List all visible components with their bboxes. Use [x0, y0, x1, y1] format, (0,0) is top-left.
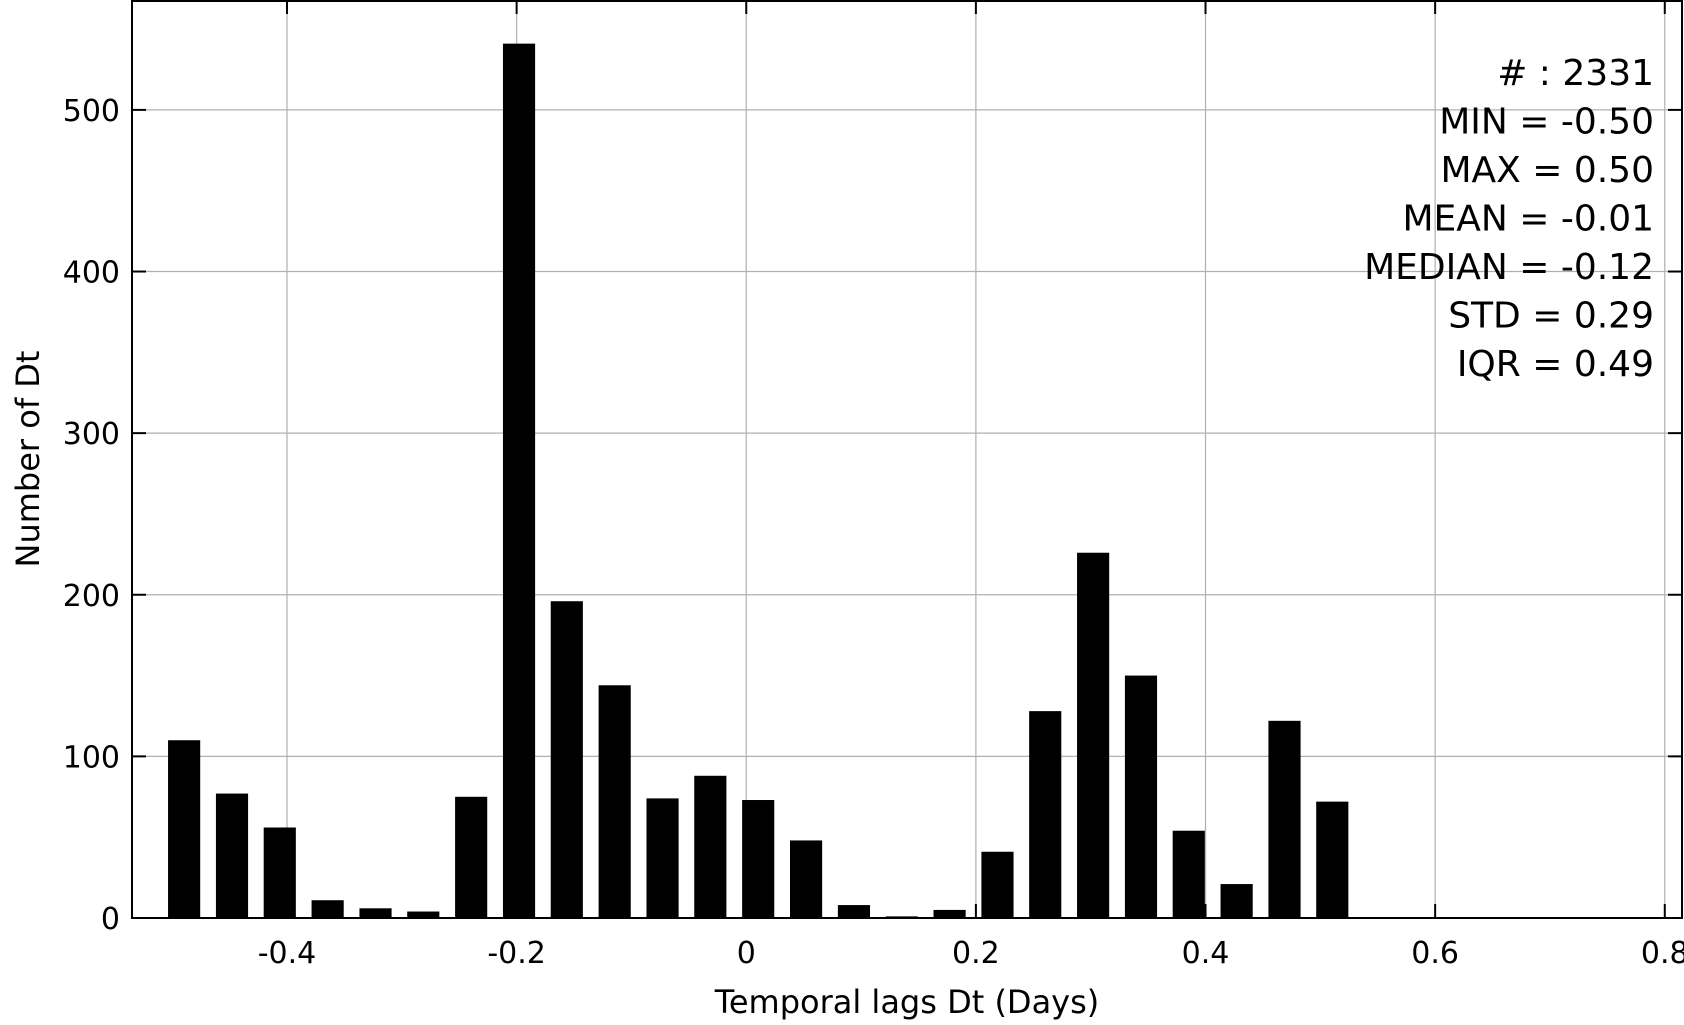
- y-tick-label: 400: [63, 256, 120, 291]
- histogram-bar: [550, 601, 583, 918]
- statistics-box: # : 2331 MIN = -0.50 MAX = 0.50 MEAN = -0.0…: [1364, 53, 1654, 385]
- histogram-bar: [215, 793, 249, 918]
- y-tick-label: 100: [63, 740, 120, 775]
- stats-line: MEAN = -0.01: [1402, 199, 1654, 240]
- x-tick-label: 0.8: [1641, 936, 1684, 971]
- histogram-bar: [502, 43, 536, 918]
- histogram-bar: [1172, 830, 1205, 918]
- histogram-bars: [168, 43, 1349, 918]
- histogram-bar: [407, 911, 440, 918]
- x-axis-label: Temporal lags Dt (Days): [714, 983, 1100, 1021]
- y-tick-label: 500: [63, 94, 120, 129]
- stats-line: # : 2331: [1497, 53, 1654, 94]
- histogram-bar: [1220, 884, 1253, 918]
- histogram-bar: [311, 900, 344, 918]
- histogram-bar: [933, 909, 966, 918]
- y-axis-label: Number of Dt: [9, 351, 47, 568]
- grid-lines: [132, 0, 1682, 919]
- stats-line: STD = 0.29: [1448, 296, 1654, 337]
- y-tick-label: 0: [101, 902, 120, 937]
- histogram-bar: [1268, 720, 1301, 918]
- histogram-bar: [1077, 552, 1110, 918]
- histogram-bar: [598, 685, 631, 918]
- histogram-bar: [1124, 675, 1158, 918]
- x-tick-label: 0.4: [1182, 936, 1230, 971]
- x-tick-label: 0.6: [1411, 936, 1459, 971]
- x-tick-label: 0: [737, 936, 756, 971]
- stats-line: MEDIAN = -0.12: [1364, 247, 1654, 288]
- histogram-bar: [981, 851, 1014, 918]
- histogram-bar: [1316, 801, 1349, 918]
- axis-tick-labels: -0.4 -0.2 0 0.2 0.4 0.6 0.8 0 100 200 300 400 500: [63, 94, 1684, 971]
- y-tick-label: 200: [63, 579, 120, 614]
- stats-line: IQR = 0.49: [1457, 344, 1654, 385]
- histogram-bar: [742, 800, 775, 918]
- x-tick-label: -0.2: [487, 936, 546, 971]
- histogram-bar: [168, 740, 201, 918]
- histogram-bar: [263, 827, 296, 918]
- y-tick-label: 300: [63, 417, 120, 452]
- histogram-bar: [359, 908, 392, 918]
- axis-ticks: [132, 0, 1682, 919]
- x-tick-label: -0.4: [258, 936, 317, 971]
- histogram-bar: [837, 905, 871, 918]
- histogram-bar: [646, 798, 679, 918]
- stats-line: MIN = -0.50: [1439, 102, 1654, 143]
- histogram-bar: [1029, 711, 1062, 918]
- histogram-bar: [790, 840, 823, 918]
- x-tick-label: 0.2: [952, 936, 1000, 971]
- histogram-bar: [455, 796, 488, 918]
- stats-line: MAX = 0.50: [1440, 150, 1654, 191]
- plot-frame: [131, 0, 1683, 919]
- histogram-bar: [694, 775, 727, 918]
